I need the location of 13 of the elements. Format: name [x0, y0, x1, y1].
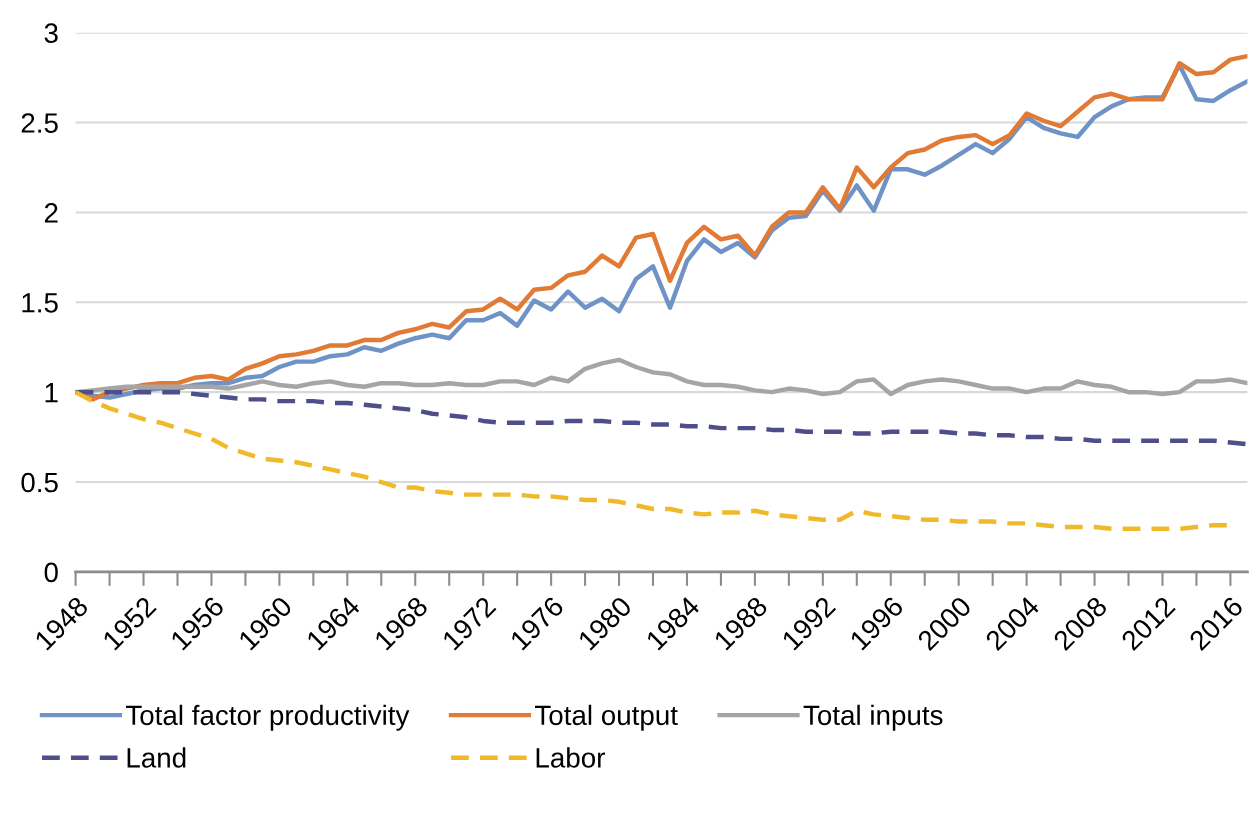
y-tick-label: 0.5	[21, 472, 58, 493]
legend-label: Total inputs	[803, 704, 943, 731]
legend-label: Labor	[536, 747, 605, 768]
y-tick-label: 2	[44, 203, 58, 223]
line-series	[75, 389, 1248, 447]
legend-label: Land	[127, 747, 186, 768]
legend-label: Total factor productivity	[125, 704, 410, 731]
y-tick-label: 1	[45, 383, 58, 403]
y-tick-label: 0	[44, 562, 58, 583]
y-tick-label: 3	[44, 23, 58, 44]
legend-label: Total output	[535, 704, 678, 731]
y-tick-label: 2.5	[21, 113, 58, 133]
y-tick-label: 1.5	[22, 293, 58, 313]
